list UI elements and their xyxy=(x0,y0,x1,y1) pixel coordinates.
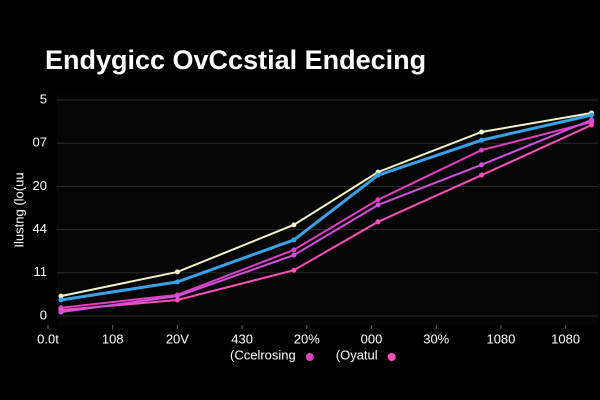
point xyxy=(479,137,485,143)
legend-label: (Oyatul xyxy=(336,347,378,362)
series-line xyxy=(60,124,592,311)
series-line xyxy=(60,111,592,298)
point xyxy=(291,237,297,243)
x-tick-label: 0.0t xyxy=(37,331,59,346)
x-tick-label: 20V xyxy=(166,331,189,346)
x-tick-label: 430 xyxy=(231,331,253,346)
y-tick-label: 44 xyxy=(33,221,47,236)
chart-title: Endygicc OvCcstial Endecing xyxy=(45,45,426,75)
series-line xyxy=(60,113,592,302)
point xyxy=(589,117,595,123)
point xyxy=(58,297,64,303)
point xyxy=(479,172,485,178)
y-tick-label: 07 xyxy=(33,135,47,150)
y-tick-label: 0 xyxy=(40,307,47,322)
point xyxy=(479,147,485,153)
point xyxy=(291,247,297,253)
point xyxy=(375,172,381,178)
point xyxy=(479,162,485,168)
point xyxy=(589,122,595,128)
x-tick-label: 1080 xyxy=(486,331,515,346)
point xyxy=(375,202,381,208)
y-tick-label: 5 xyxy=(40,91,47,106)
point xyxy=(58,293,64,299)
x-tick-label: 30% xyxy=(423,331,449,346)
x-tick-label: 20% xyxy=(294,331,320,346)
point xyxy=(174,279,180,285)
point xyxy=(375,197,381,203)
x-tick-label: 108 xyxy=(102,331,124,346)
plot-area xyxy=(57,95,598,325)
point xyxy=(174,297,180,303)
point xyxy=(479,129,485,135)
legend-label: (Ccelrosing xyxy=(230,347,296,362)
legend-marker xyxy=(305,353,314,361)
legend-marker xyxy=(387,353,396,361)
y-tick-label: 20 xyxy=(33,178,47,193)
point xyxy=(291,267,297,273)
point xyxy=(291,252,297,258)
y-tick-label: 11 xyxy=(34,264,48,279)
point xyxy=(174,293,180,299)
point xyxy=(375,219,381,225)
series-line xyxy=(60,121,592,309)
point xyxy=(58,309,64,315)
x-tick-label: 1080 xyxy=(551,331,580,346)
point xyxy=(291,222,297,228)
y-axis-label: Ilustng (lo(uu xyxy=(11,172,26,247)
point xyxy=(589,112,595,118)
series-line xyxy=(60,118,592,314)
point xyxy=(174,269,180,275)
x-tick-label: 000 xyxy=(361,331,383,346)
